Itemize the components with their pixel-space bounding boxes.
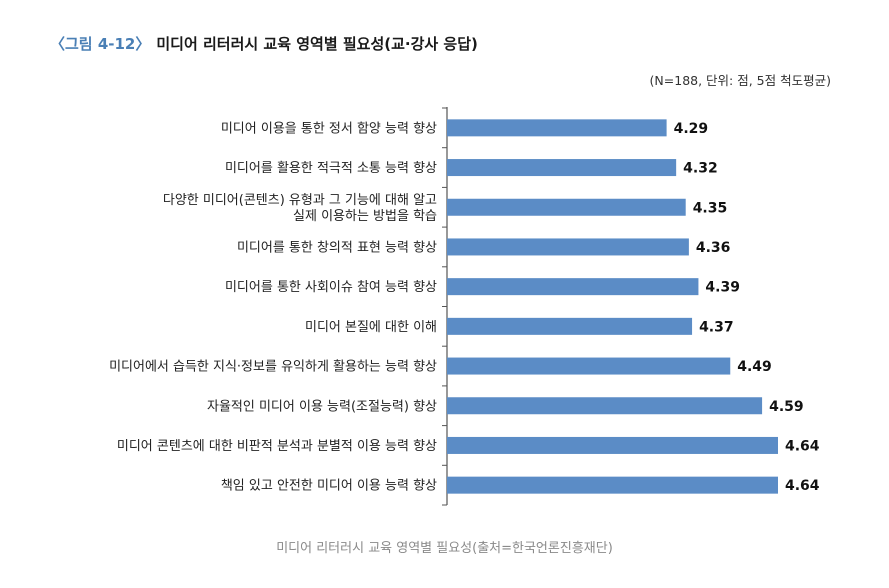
bar [447, 238, 689, 256]
bar-value-label: 4.37 [699, 319, 734, 335]
bar [447, 198, 686, 216]
category-label: 미디어 콘텐츠에 대한 비판적 분석과 분별적 이용 능력 향상 [117, 439, 437, 454]
units-note: (N=188, 단위: 점, 5점 척도평균) [649, 73, 831, 88]
figure-number: 〈그림 4-12〉 [50, 35, 151, 53]
bar [447, 317, 693, 335]
bar [447, 436, 778, 454]
bar [447, 278, 699, 296]
category-label: 미디어 이용을 통한 정서 함양 능력 향상 [221, 121, 437, 136]
bar [447, 357, 731, 375]
bar [447, 119, 667, 137]
bar-value-label: 4.49 [737, 359, 772, 375]
bar [447, 476, 778, 494]
figure-caption: 미디어 리터러시 교육 영역별 필요성(출처=한국언론진흥재단) [276, 541, 613, 556]
bar-value-label: 4.59 [769, 399, 804, 415]
category-label: 미디어를 활용한 적극적 소통 능력 향상 [225, 161, 437, 176]
category-label: 책임 있고 안전한 미디어 이용 능력 향상 [221, 479, 437, 494]
category-label: 미디어를 통한 창의적 표현 능력 향상 [237, 240, 437, 255]
figure-title: 〈그림 4-12〉 미디어 리터러시 교육 영역별 필요성(교·강사 응답) [50, 33, 478, 54]
category-label: 미디어에서 습득한 지식·정보를 유익하게 활용하는 능력 향상 [109, 360, 437, 375]
bar-value-label: 4.64 [785, 478, 820, 494]
category-label: 다양한 미디어(콘텐츠) 유형과 그 기능에 대해 알고 [163, 193, 437, 208]
category-label: 미디어를 통한 사회이슈 참여 능력 향상 [225, 280, 437, 295]
bar-value-label: 4.29 [674, 121, 709, 137]
bar-value-label: 4.35 [693, 200, 728, 216]
category-label: 자율적인 미디어 이용 능력(조절능력) 향상 [207, 399, 437, 414]
bar-value-label: 4.32 [683, 161, 718, 177]
bar-value-label: 4.64 [785, 438, 820, 454]
category-label: 실제 이용하는 방법을 학습 [293, 209, 437, 224]
figure-title-text: 미디어 리터러시 교육 영역별 필요성(교·강사 응답) [156, 35, 478, 53]
bar-value-label: 4.39 [705, 280, 740, 296]
bar [447, 159, 677, 177]
category-label: 미디어 본질에 대한 이해 [305, 320, 437, 335]
bar-value-label: 4.36 [696, 240, 731, 256]
bar [447, 397, 763, 415]
